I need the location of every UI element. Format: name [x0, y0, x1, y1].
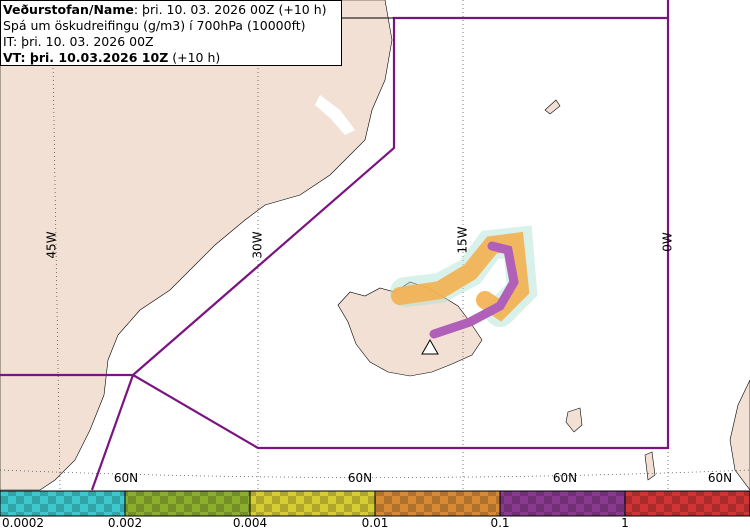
colorbar-bin [0, 490, 126, 517]
header-text: (+10 h) [168, 50, 221, 65]
ash-high [429, 241, 519, 339]
meridian-label: 45W [45, 231, 59, 258]
colorbar-label: 0.0002 [2, 516, 44, 530]
colorbar-label: 0.01 [362, 516, 389, 530]
colorbar-bin [249, 490, 376, 517]
header-line: IT: þri. 10. 03. 2026 00Z [3, 34, 341, 50]
boundary [0, 0, 670, 377]
header-line: VT: þri. 10.03.2026 10Z (+10 h) [3, 50, 341, 66]
iceland [337, 281, 483, 377]
boundary [90, 374, 135, 491]
meridian-label: 15W [456, 226, 470, 253]
greenland [0, 0, 393, 491]
header-text: IT: þri. 10. 03. 2026 00Z [3, 34, 154, 49]
boundary [132, 18, 670, 450]
parallel-label: 60N [708, 471, 732, 485]
parallel-label: 60N [553, 471, 577, 485]
header-bold: VT: þri. 10.03.2026 10Z [3, 50, 169, 65]
volcano-icon [421, 338, 439, 355]
meridian-label: 0W [661, 232, 675, 252]
header: Veðurstofan/Name: þri. 10. 03. 2026 00Z … [0, 0, 342, 66]
faroe-islands [565, 407, 583, 433]
header-text: Spá um öskudreifingu (g/m3) í 700hPa (10… [3, 18, 306, 33]
island [544, 99, 561, 115]
colorbar-label: 0.002 [108, 516, 142, 530]
colorbar-bin [624, 490, 750, 517]
meridian-label: 30W [251, 231, 265, 258]
header-line: Veðurstofan/Name: þri. 10. 03. 2026 00Z … [3, 2, 341, 18]
header-text: : þri. 10. 03. 2026 00Z (+10 h) [133, 2, 327, 17]
norway [729, 379, 750, 491]
colorbar-bin [499, 490, 626, 517]
parallel-label: 60N [348, 471, 372, 485]
greenland-fjord [315, 95, 355, 135]
colorbar-label: 0.1 [490, 516, 509, 530]
colorbar-label: 1 [621, 516, 629, 530]
header-bold: Veðurstofan/Name [3, 2, 134, 17]
colorbar-label: 0.004 [233, 516, 267, 530]
colorbar-bin [124, 490, 251, 517]
header-line: Spá um öskudreifingu (g/m3) í 700hPa (10… [3, 18, 341, 34]
parallel-label: 60N [114, 471, 138, 485]
colorbar-bin [374, 490, 501, 517]
